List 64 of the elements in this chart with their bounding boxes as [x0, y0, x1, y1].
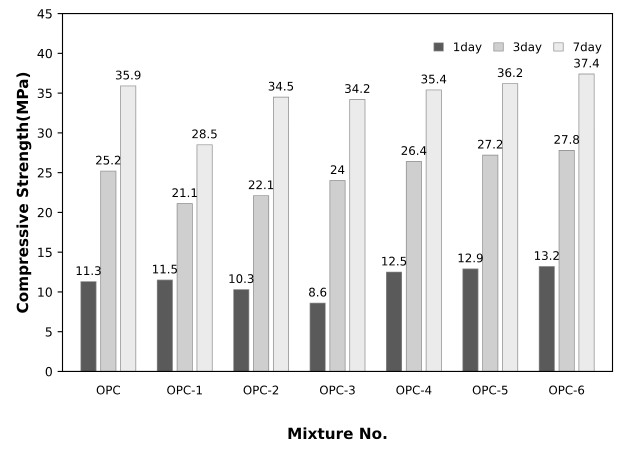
bar [100, 170, 116, 372]
bar [502, 83, 518, 372]
data-label: 12.5 [382, 256, 406, 266]
x-tick-label: OPC-2 [244, 386, 278, 394]
data-label: 11.3 [76, 266, 101, 276]
bar [120, 86, 136, 372]
bar [233, 289, 250, 372]
data-label: 10.3 [229, 274, 254, 284]
data-label: 11.5 [153, 264, 177, 274]
x-tick-label: OPC-3 [320, 386, 355, 394]
y-axis-title: Compressive Strength(MPa) [16, 72, 32, 313]
bar [272, 96, 289, 372]
data-label: 22.1 [248, 180, 274, 190]
y-tick-label: 5 [46, 327, 52, 337]
bar [386, 272, 402, 372]
bar [349, 99, 366, 372]
legend-label: 7day [574, 42, 602, 54]
bar [253, 195, 270, 372]
bar [196, 144, 213, 372]
bar [482, 154, 498, 372]
bar [538, 266, 555, 372]
bar [330, 180, 346, 372]
data-label: 34.2 [345, 84, 370, 94]
bar [578, 74, 595, 372]
data-label: 25.2 [96, 156, 120, 165]
y-tick-label: 10 [38, 287, 52, 297]
bar [558, 150, 575, 372]
data-label: 12.9 [458, 253, 483, 262]
data-label: 27.2 [478, 140, 502, 149]
y-tick-label: 25 [38, 168, 52, 178]
y-tick-label: 45 [37, 9, 52, 19]
bar [406, 161, 422, 372]
y-tick-label: 15 [38, 248, 52, 258]
y-tick-label: 40 [37, 48, 52, 58]
bar [310, 302, 326, 372]
legend-label: 1day [454, 42, 482, 54]
x-tick-label: OPC-6 [549, 386, 584, 394]
data-label: 13.2 [534, 251, 559, 260]
y-tick-label: 20 [38, 208, 52, 218]
y-tick-label: 30 [38, 128, 52, 138]
data-label: 24 [330, 165, 344, 174]
bar [176, 203, 193, 372]
bar [156, 280, 173, 372]
bar [80, 281, 96, 372]
bar [462, 268, 478, 372]
y-tick-label: 35 [38, 88, 52, 98]
data-label: 36.2 [498, 68, 522, 78]
x-tick-label: OPC [96, 386, 120, 394]
data-label: 37.4 [574, 58, 600, 68]
x-tick-label: OPC-4 [396, 386, 432, 394]
data-label: 28.5 [192, 129, 217, 138]
data-label: 27.8 [554, 134, 579, 144]
x-tick-label: OPC-1 [167, 386, 202, 394]
data-label: 21.1 [172, 188, 197, 198]
x-axis-title: Mixture No. [288, 427, 386, 440]
data-label: 8.6 [309, 288, 326, 297]
y-tick-label: 0 [46, 366, 52, 376]
data-label: 35.9 [116, 70, 141, 80]
x-tick-label: OPC-5 [472, 386, 508, 394]
legend-label: 3day [514, 42, 542, 54]
data-label: 26.4 [402, 146, 426, 156]
bar [426, 90, 442, 372]
data-label: 35.4 [422, 74, 446, 84]
data-label: 34.5 [268, 82, 294, 91]
